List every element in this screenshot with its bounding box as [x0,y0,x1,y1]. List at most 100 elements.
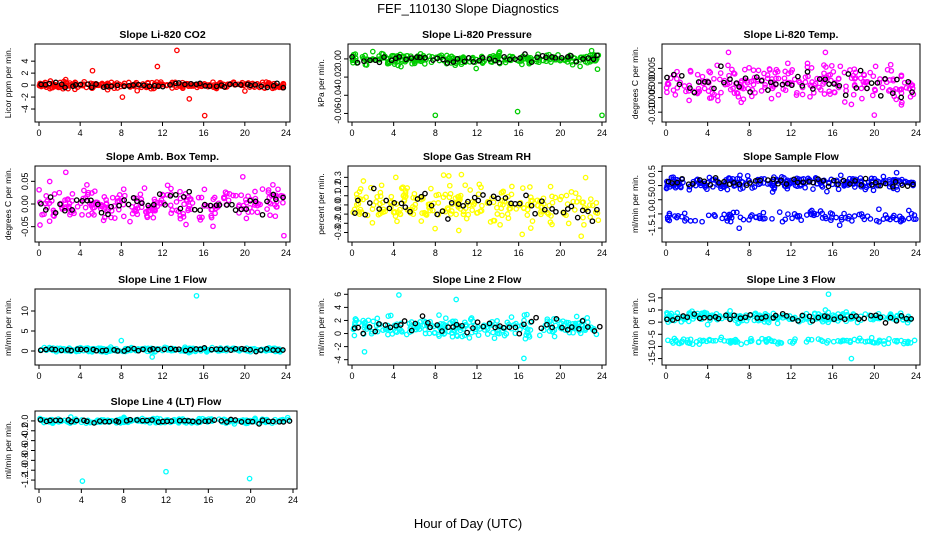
reference-point [211,417,218,423]
x-tick-label: 4 [79,495,84,505]
data-point [862,311,869,317]
data-point [433,192,440,199]
data-point [521,312,528,318]
data-point [448,208,455,214]
data-point [497,201,504,208]
data-point [843,83,849,90]
reference-point [398,200,405,207]
reference-point [596,323,603,330]
data-point [448,330,455,336]
data-point [572,190,579,197]
reference-point [172,191,179,198]
data-point [844,337,850,344]
outlier-point [521,355,527,362]
reference-point [877,182,884,189]
reference-point [890,183,896,190]
reference-point [205,418,212,424]
reference-point [580,56,586,62]
outlier-point [458,171,465,178]
reference-point [868,80,875,86]
panel-line1: Slope Line 1 Flow ml/min per min. 0 4 8 12 16 2… [3,274,291,381]
reference-point [747,312,754,318]
data-point [717,70,724,76]
reference-point [172,80,179,87]
x-tick-label: 8 [433,371,438,381]
reference-point [386,205,393,212]
reference-point [579,207,586,214]
reference-point [391,200,398,206]
reference-point [252,81,259,88]
x-tick-label: 4 [78,248,83,258]
x-tick-label: 8 [747,248,752,258]
reference-point [73,417,80,424]
data-point [784,60,791,67]
data-point [825,337,831,344]
reference-point [727,316,733,323]
data-point [79,211,85,218]
reference-point [253,348,259,355]
data-point [272,213,279,220]
data-point [466,335,473,341]
data-point [61,347,68,354]
data-point [856,211,863,218]
data-point [373,198,380,205]
reference-point [227,81,233,88]
data-point [721,211,728,218]
data-point [415,323,422,330]
data-point [858,211,865,217]
data-point [686,82,693,89]
data-point [538,211,544,218]
data-point [843,87,849,94]
y-tick-label: -1.0 [20,462,30,478]
data-point [881,338,887,344]
panel-title: Slope Amb. Box Temp. [106,151,219,163]
data-point [164,182,171,189]
data-point [361,320,368,327]
data-point [880,314,887,320]
data-point [120,213,127,220]
data-point [144,213,150,219]
reference-point [376,206,383,212]
x-tick-label: 0 [36,371,41,381]
data-point [69,191,76,197]
reference-point [376,59,383,66]
data-point [374,315,381,322]
reference-point [83,346,90,353]
reference-point [440,56,446,63]
data-point [507,205,514,212]
data-point [818,337,824,343]
data-point [571,207,578,213]
data-point [569,61,576,68]
panel-pressure: Slope Li-820 Pressure kPa per min. 0 4 8 12 16… [316,29,607,138]
reference-point [532,210,538,217]
reference-point [141,82,147,89]
reference-point [397,322,404,328]
reference-point [193,81,200,88]
reference-point [408,55,415,61]
data-point [242,418,248,425]
y-tick-label: -5 [647,330,657,338]
reference-point [237,82,244,88]
outlier-point [201,112,208,119]
reference-point [584,324,591,330]
x-tick-label: 12 [786,371,796,381]
reference-point [747,89,753,95]
reference-point [264,198,270,205]
reference-point [898,313,905,319]
data-point [51,191,58,197]
reference-point [103,347,110,354]
reference-point [444,60,451,66]
data-point [593,199,600,206]
data-point [259,186,266,192]
y-tick-label: -0.5 [647,192,657,208]
data-point [718,89,724,96]
data-point [418,218,425,224]
reference-point [232,81,239,88]
data-point [94,82,100,89]
reference-point [731,179,737,186]
reference-point [146,83,153,90]
reference-point [191,206,198,213]
reference-point [506,56,513,63]
data-point [169,207,176,213]
reference-point [770,176,777,183]
